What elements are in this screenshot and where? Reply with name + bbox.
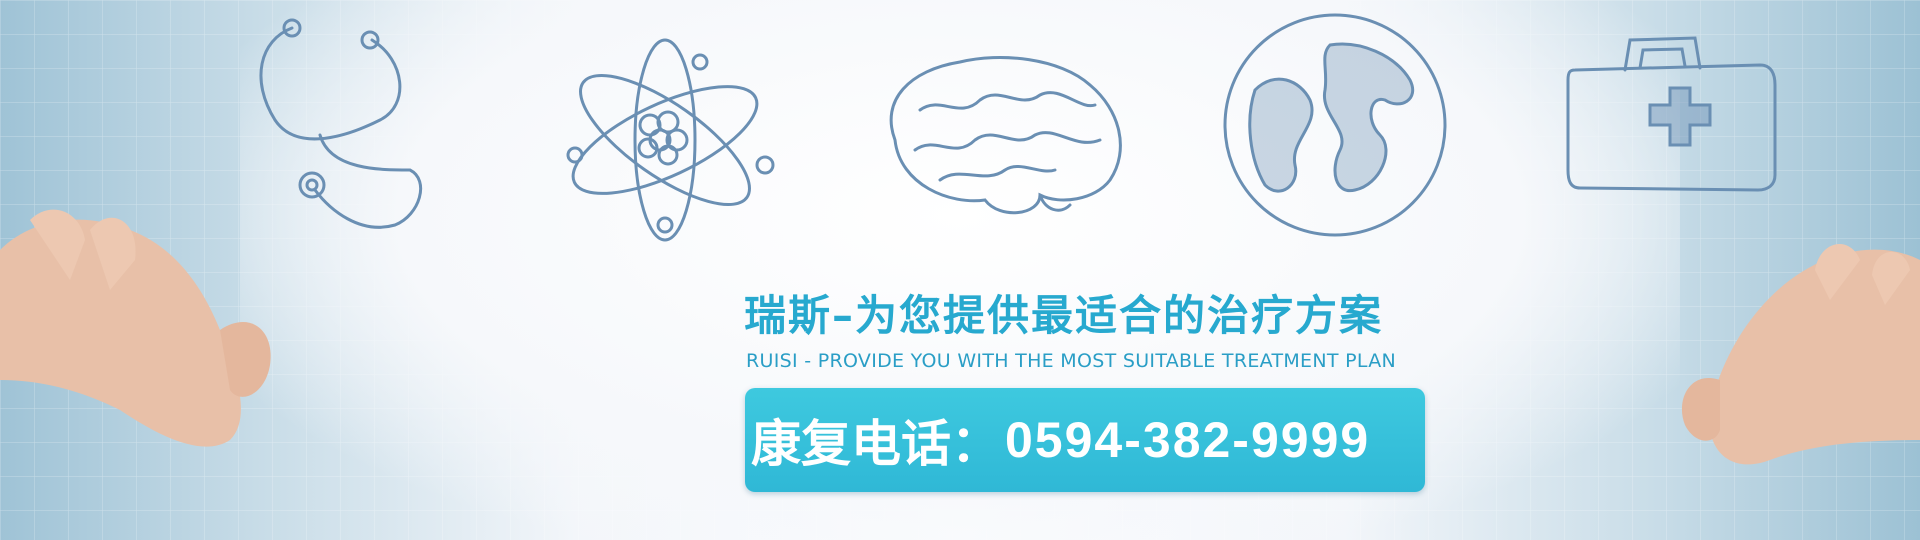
right-hand-illustration — [1681, 243, 1920, 465]
contact-phone-box[interactable]: 康复电话： 0594-382-9999 — [745, 388, 1425, 492]
left-hand-illustration — [0, 209, 271, 447]
contact-phone-label: 康复电话： — [751, 415, 1001, 473]
contact-phone-number[interactable]: 0594-382-9999 — [1005, 412, 1371, 468]
first-aid-kit-icon — [1566, 36, 1777, 192]
atom-icon — [566, 38, 775, 242]
stethoscope-icon — [259, 18, 423, 229]
brain-icon — [889, 56, 1122, 215]
headline-chinese: 瑞斯–为您提供最适合的治疗方案 — [744, 291, 1384, 340]
headline-english: RUISI - PROVIDE YOU WITH THE MOST SUITAB… — [746, 350, 1396, 372]
globe-icon — [1223, 13, 1447, 237]
